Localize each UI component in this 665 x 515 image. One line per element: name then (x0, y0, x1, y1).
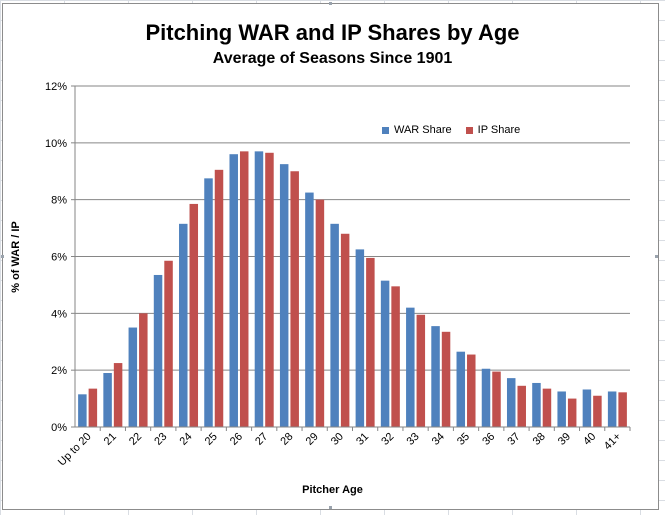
x-tick-label: 38 (531, 431, 548, 448)
bar-ip-share[interactable] (113, 363, 123, 427)
y-tick-label: 8% (51, 195, 67, 207)
bar-war-share[interactable] (532, 382, 541, 427)
x-tick-label: 30 (329, 431, 346, 448)
x-tick-label: 40 (581, 431, 598, 448)
x-tick-label: 25 (203, 431, 220, 448)
x-tick-label: 23 (152, 431, 169, 448)
resize-handle-left[interactable] (1, 255, 4, 258)
x-tick-label: 24 (177, 431, 194, 448)
bar-war-share[interactable] (179, 223, 188, 427)
bar-war-share[interactable] (305, 192, 314, 427)
y-tick-label: 2% (51, 365, 67, 377)
bar-ip-share[interactable] (467, 354, 476, 427)
resize-handle-top[interactable] (329, 2, 332, 5)
legend-label: WAR Share (394, 124, 452, 136)
bar-ip-share[interactable] (492, 371, 501, 427)
chart-title: Pitching WAR and IP Shares by Age (145, 20, 520, 45)
y-tick-label: 10% (45, 138, 67, 150)
legend-swatch (465, 126, 473, 134)
x-tick-label: 33 (405, 431, 422, 448)
bar-ip-share[interactable] (618, 392, 627, 427)
bar-ip-share[interactable] (517, 385, 526, 427)
bar-war-share[interactable] (456, 351, 466, 427)
bar-ip-share[interactable] (542, 388, 552, 427)
resize-handle-bottom[interactable] (329, 506, 332, 509)
bar-ip-share[interactable] (239, 151, 249, 427)
bar-war-share[interactable] (380, 280, 390, 427)
y-tick-label: 12% (45, 81, 67, 93)
bar-war-share[interactable] (229, 154, 238, 427)
bar-war-share[interactable] (78, 394, 87, 427)
bar-ip-share[interactable] (164, 260, 173, 427)
x-tick-label: 28 (278, 431, 295, 448)
bar-ip-share[interactable] (265, 152, 274, 427)
x-tick-label: 26 (228, 431, 245, 448)
bar-war-share[interactable] (406, 307, 415, 427)
bar-war-share[interactable] (607, 391, 617, 427)
x-tick-label: 31 (354, 431, 371, 448)
legend-item-ip-share: IP Share (465, 124, 521, 136)
x-tick-label: 27 (253, 431, 270, 448)
bar-war-share[interactable] (279, 164, 289, 428)
bar-war-share[interactable] (128, 327, 138, 427)
bar-ip-share[interactable] (340, 233, 350, 427)
x-tick-label: 34 (430, 431, 447, 448)
bar-war-share[interactable] (481, 368, 491, 427)
x-tick-label: Up to 20 (56, 431, 94, 469)
bar-ip-share[interactable] (189, 203, 199, 427)
y-tick-label: 6% (51, 252, 67, 264)
legend-label: IP Share (477, 124, 521, 136)
bar-ip-share[interactable] (441, 331, 451, 427)
chart-subtitle: Average of Seasons Since 1901 (212, 50, 453, 67)
y-axis-label: % of WAR / IP (10, 221, 22, 293)
x-tick-label: 36 (480, 431, 497, 448)
y-tick-label: 4% (51, 308, 67, 320)
x-tick-label: 39 (556, 431, 573, 448)
bar-ip-share[interactable] (139, 313, 148, 427)
bar-war-share[interactable] (557, 391, 566, 427)
bar-war-share[interactable] (204, 178, 213, 427)
bar-war-share[interactable] (330, 223, 339, 427)
bar-ip-share[interactable] (290, 171, 299, 427)
bar-war-share[interactable] (254, 151, 264, 427)
legend-swatch (382, 126, 389, 134)
x-tick-label: 22 (127, 431, 144, 448)
bar-war-share[interactable] (355, 249, 365, 427)
bar-ip-share[interactable] (214, 169, 224, 427)
bar-ip-share[interactable] (391, 286, 400, 427)
bar-ip-share[interactable] (88, 388, 98, 427)
x-tick-label: 21 (102, 431, 119, 448)
bar-ip-share[interactable] (315, 199, 325, 427)
bar-war-share[interactable] (506, 378, 516, 427)
x-tick-label: 41+ (602, 431, 624, 453)
bar-ip-share[interactable] (416, 314, 426, 427)
bar-war-share[interactable] (431, 326, 440, 427)
bar-ip-share[interactable] (593, 395, 602, 427)
bar-ip-share[interactable] (366, 257, 375, 427)
x-tick-label: 37 (505, 431, 522, 448)
legend-item-war-share: WAR Share (382, 124, 452, 136)
bar-war-share[interactable] (153, 274, 163, 427)
resize-handle-right[interactable] (655, 255, 658, 258)
legend: WAR Share IP Share (382, 122, 534, 138)
y-tick-label: 0% (51, 422, 67, 434)
x-tick-label: 35 (455, 431, 472, 448)
bar-war-share[interactable] (582, 389, 592, 427)
x-axis-label: Pitcher Age (302, 484, 363, 496)
bar-war-share[interactable] (103, 373, 112, 427)
bar-ip-share[interactable] (567, 398, 577, 427)
x-tick-label: 32 (379, 431, 396, 448)
x-tick-label: 29 (304, 431, 321, 448)
